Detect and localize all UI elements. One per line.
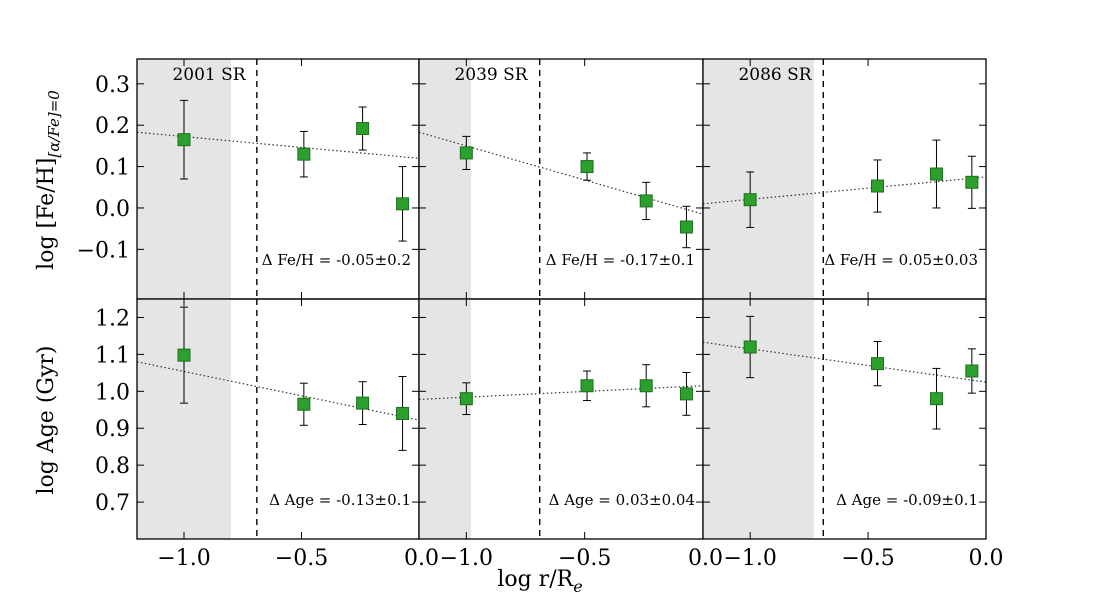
delta-annotation: Δ Age = -0.09±0.1 xyxy=(836,491,978,509)
data-point xyxy=(356,396,370,410)
data-point xyxy=(639,194,653,208)
y-tick-label: 1.2 xyxy=(95,306,130,331)
x-tick-label: −1.0 xyxy=(723,546,776,571)
data-point xyxy=(639,379,653,393)
shaded-region xyxy=(419,299,472,539)
data-point xyxy=(396,406,410,420)
data-point xyxy=(177,133,191,147)
data-point xyxy=(580,160,594,174)
delta-annotation: Δ Fe/H = -0.17±0.1 xyxy=(546,251,695,269)
y-tick-label: −0.1 xyxy=(77,238,130,263)
y-tick-label: 0.0 xyxy=(95,197,130,222)
data-point xyxy=(743,340,757,354)
data-point xyxy=(297,397,311,411)
x-axis-label-subscript: e xyxy=(573,577,582,596)
delta-annotation: Δ Fe/H = -0.05±0.2 xyxy=(262,251,411,269)
data-point xyxy=(396,197,410,211)
data-point xyxy=(929,392,943,406)
y-tick-label: 0.1 xyxy=(95,156,130,181)
data-point xyxy=(580,379,594,393)
data-point xyxy=(743,193,757,207)
fit-line xyxy=(136,131,420,159)
x-tick-label: 0.0 xyxy=(969,546,1004,571)
x-tick-label: 0.0 xyxy=(404,546,439,571)
shaded-region xyxy=(703,299,814,539)
data-point xyxy=(459,392,473,406)
x-tick-label: 0.0 xyxy=(688,546,723,571)
x-tick-label: −1.0 xyxy=(440,546,493,571)
x-tick-label: −0.5 xyxy=(275,546,328,571)
x-tick-label: −1.0 xyxy=(157,546,210,571)
panel-1-feh: Δ Fe/H = -0.05±0.2 2001 SR xyxy=(136,58,420,300)
data-point xyxy=(679,387,693,401)
panels: Δ Fe/H = -0.05±0.2 2001 SR Δ Age = -0.13±0… xyxy=(136,58,987,540)
y-tick-label: 1.1 xyxy=(95,343,130,368)
x-axis-label-main: log r/R xyxy=(497,567,574,592)
data-point xyxy=(297,147,311,161)
x-tick-label: −0.5 xyxy=(558,546,611,571)
y-tick-label: 0.2 xyxy=(95,114,130,139)
panel-frame xyxy=(702,298,987,540)
y-axis-label-main: log [Fe/H] xyxy=(34,158,59,270)
delta-annotation: Δ Age = 0.03±0.04 xyxy=(549,491,695,509)
panel-2-feh: Δ Fe/H = -0.17±0.1 2039 SR xyxy=(418,58,704,300)
delta-annotation: Δ Age = -0.13±0.1 xyxy=(269,491,411,509)
y-tick-label: 0.8 xyxy=(95,454,130,479)
data-point xyxy=(871,179,885,193)
panel-1-age: Δ Age = -0.13±0.1 xyxy=(136,298,420,540)
axis-labels: −1.0 −0.5 0.0 −1.0 −0.5 0.0 −1.0 −0.5 0.0−0.10.0… xyxy=(34,73,1004,596)
fit-line xyxy=(702,176,987,205)
data-point xyxy=(965,364,979,378)
y-axis-label-feh: log [Fe/H][α/Fe]=0 xyxy=(34,90,63,270)
panel-2-age: Δ Age = 0.03±0.04 xyxy=(418,298,704,540)
data-point xyxy=(871,357,885,371)
fit-line xyxy=(418,385,704,401)
panel-title: 2086 SR xyxy=(738,65,812,85)
shaded-region xyxy=(703,59,814,299)
y-tick-label: 1.0 xyxy=(95,380,130,405)
y-axis-label-subscript: [α/Fe]=0 xyxy=(45,90,63,158)
data-point xyxy=(459,146,473,160)
shaded-region xyxy=(419,59,472,299)
data-point xyxy=(929,167,943,181)
y-axis-label-age: log Age (Gyr) xyxy=(34,345,59,494)
panel-title: 2001 SR xyxy=(172,65,246,85)
panel-3-feh: Δ Fe/H = 0.05±0.03 2086 SR xyxy=(702,58,987,300)
y-tick-label: 0.3 xyxy=(95,73,130,98)
x-tick-label: −0.5 xyxy=(841,546,894,571)
delta-annotation: Δ Fe/H = 0.05±0.03 xyxy=(824,251,978,269)
panel-title: 2039 SR xyxy=(454,65,528,85)
panel-3-age: Δ Age = -0.09±0.1 xyxy=(702,298,987,540)
data-point xyxy=(679,220,693,234)
x-axis-label: log r/Re xyxy=(497,567,582,596)
y-tick-label: 0.9 xyxy=(95,417,130,442)
data-point xyxy=(177,348,191,362)
data-point xyxy=(965,175,979,189)
y-tick-label: 0.7 xyxy=(95,491,130,516)
data-point xyxy=(356,122,370,136)
